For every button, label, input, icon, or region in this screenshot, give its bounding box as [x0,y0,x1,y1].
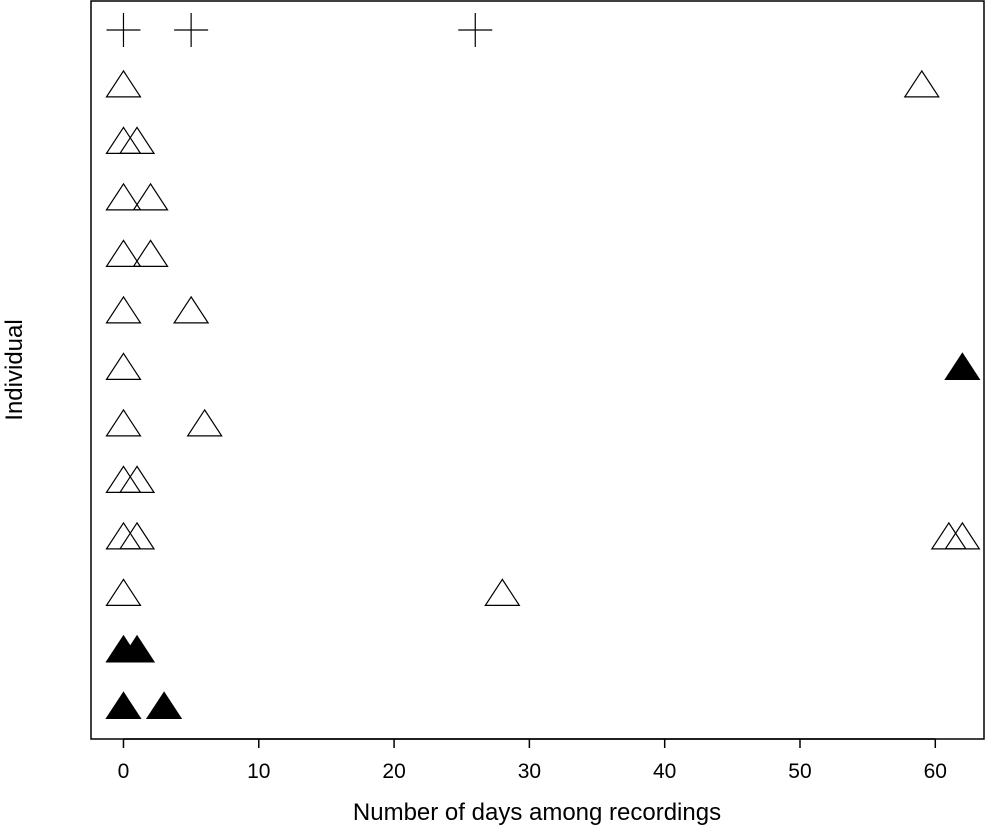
x-tick-label: 20 [382,760,405,783]
y-axis-title: Individual [1,319,28,420]
x-tick-label: 40 [653,760,676,783]
open-triangle-marker [903,69,940,98]
x-tick-label: 0 [118,760,130,783]
open-triangle-marker [173,295,210,324]
open-triangle-marker [118,521,156,550]
open-triangle-marker [105,465,142,493]
open-triangle-marker [105,69,142,98]
open-triangle-marker [105,352,142,380]
open-triangle-marker [118,465,156,493]
open-triangle-marker [186,408,223,437]
open-triangle-marker [930,521,967,550]
filled-triangle-marker [944,352,981,380]
data-markers [105,13,981,720]
plus-marker [174,13,209,47]
x-tick-label: 50 [788,760,811,783]
open-triangle-marker [118,126,156,154]
open-triangle-marker [132,182,169,211]
open-triangle-marker [484,578,521,607]
open-triangle-marker [944,521,981,550]
x-axis: 0 10 20 30 40 50 60 [118,738,947,783]
open-triangle-marker [105,239,142,267]
open-triangle-marker [105,408,142,437]
plus-marker [106,13,141,47]
open-triangle-marker [105,126,142,154]
x-tick-label: 30 [518,760,541,783]
open-triangle-marker [105,521,142,550]
filled-triangle-marker [145,691,183,720]
x-tick-label: 60 [924,760,947,783]
open-triangle-marker [105,295,142,324]
plot-frame [90,0,985,740]
x-tick-label: 10 [247,760,270,783]
filled-triangle-marker [118,634,156,663]
x-axis-title: Number of days among recordings [353,799,721,826]
plus-marker [458,13,493,47]
open-triangle-marker [105,182,142,211]
open-triangle-marker [132,239,169,267]
filled-triangle-marker [105,691,142,720]
open-triangle-marker [105,578,142,607]
